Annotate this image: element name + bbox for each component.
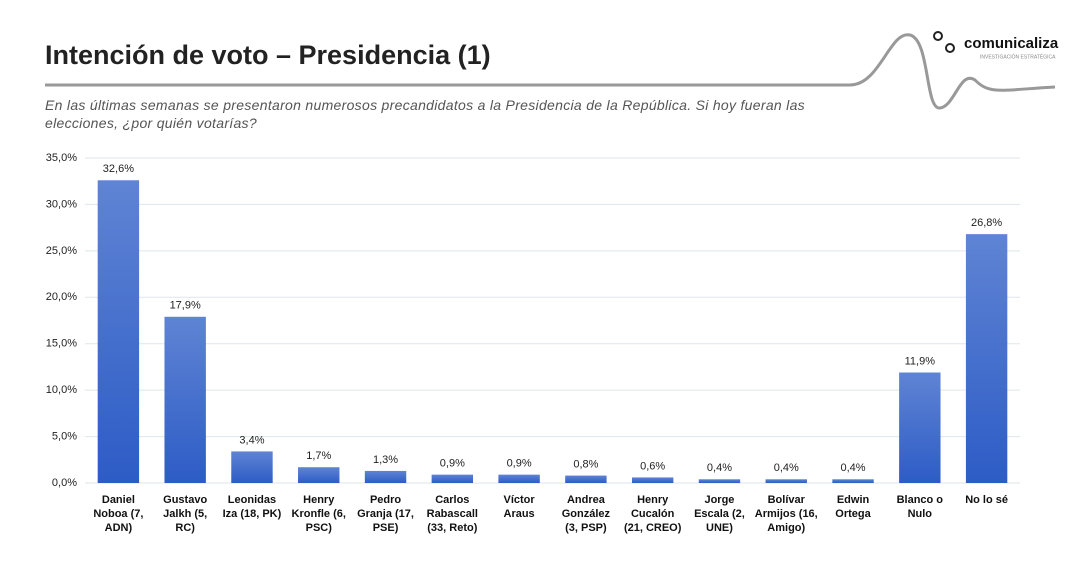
x-tick-label: Daniel Noboa (7, ADN) [93, 494, 144, 534]
logo-icon [933, 31, 943, 41]
bar [565, 475, 607, 483]
x-tick-label: Pedro Granja (17, PSE) [357, 494, 414, 534]
y-tick-label: 5,0% [52, 430, 77, 442]
y-tick-label: 35,0% [46, 152, 77, 164]
x-tick-label: Gustavo Jalkh (5, RC) [163, 494, 208, 534]
logo: comunicaliza [964, 35, 1059, 52]
data-label: 1,7% [306, 450, 331, 462]
data-label: 26,8% [971, 217, 1002, 229]
bar [231, 451, 273, 483]
data-label: 32,6% [103, 163, 134, 175]
x-tick-label: Henry Kronfle (6, PSC) [291, 494, 346, 534]
data-label: 0,8% [573, 458, 598, 470]
chart-title: Intención de voto – Presidencia (1) [45, 40, 491, 70]
bar [899, 372, 941, 483]
data-label: 0,9% [507, 458, 532, 470]
data-label: 17,9% [170, 300, 201, 312]
bar [965, 234, 1008, 483]
data-label: 3,4% [239, 434, 264, 446]
bar [164, 316, 206, 483]
x-tick-label: Carlos Rabascall (33, Reto) [426, 494, 478, 534]
data-label: 0,6% [640, 460, 665, 472]
logo-tagline: INVESTIGACIÓN ESTRATÉGICA [980, 53, 1056, 60]
x-tick-label: Leonidas Iza (18, PK) [222, 494, 282, 520]
bar [832, 479, 874, 483]
bar [431, 474, 474, 483]
bar [698, 479, 741, 483]
data-label: 11,9% [905, 355, 936, 367]
x-tick-label: Blanco o Nulo [896, 494, 944, 520]
y-tick-label: 0,0% [52, 477, 77, 489]
x-tick-label: Víctor Araus [503, 494, 535, 520]
y-tick-label: 30,0% [46, 198, 77, 210]
bar [364, 470, 407, 483]
y-tick-label: 15,0% [46, 338, 77, 350]
x-tick-label: Andrea González (3, PSP) [561, 494, 611, 534]
logo-icon [945, 43, 955, 53]
data-label: 0,4% [840, 462, 865, 474]
data-label: 0,4% [707, 462, 732, 474]
title-rule [45, 33, 1056, 110]
y-tick-label: 10,0% [46, 384, 77, 396]
bar [631, 477, 674, 483]
x-tick-label: Jorge Escala (2, UNE) [694, 494, 745, 534]
bar [498, 474, 540, 483]
bar [765, 479, 807, 483]
data-label: 1,3% [373, 454, 398, 466]
x-tick-label: Edwin Ortega [835, 494, 871, 520]
subtitle: En las últimas semanas se presentaron nu… [45, 97, 805, 131]
y-tick-label: 20,0% [46, 291, 77, 303]
bar [298, 467, 340, 483]
x-tick-label: Henry Cucalón (21, CREO) [623, 494, 682, 534]
y-tick-label: 25,0% [46, 245, 77, 257]
data-label: 0,9% [440, 458, 465, 470]
bar [97, 180, 140, 484]
x-tick-label: No lo sé [965, 494, 1008, 506]
x-tick-label: Bolívar Armijos (16, Amigo) [754, 494, 818, 534]
data-label: 0,4% [774, 462, 799, 474]
